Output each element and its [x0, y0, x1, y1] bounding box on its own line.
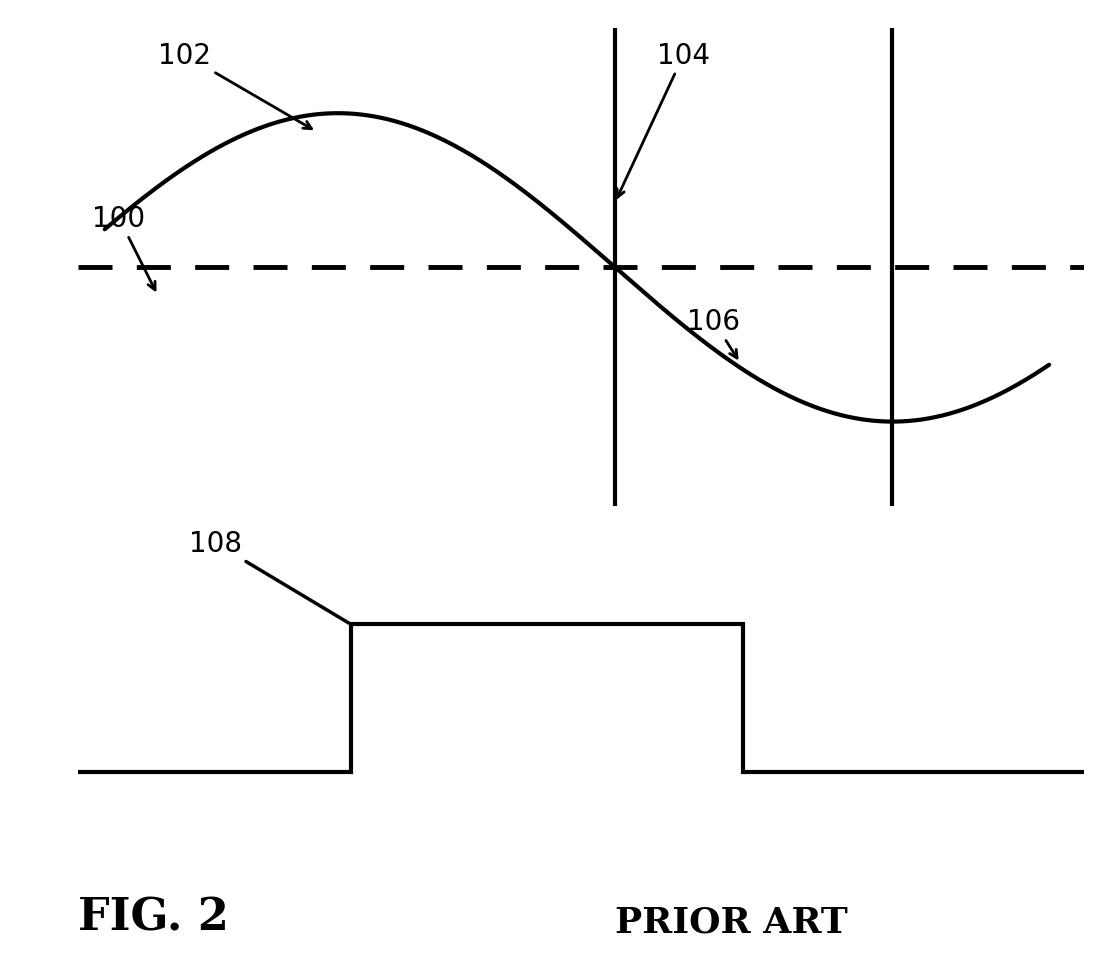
Text: 106: 106	[688, 308, 740, 359]
Text: PRIOR ART: PRIOR ART	[615, 905, 847, 939]
Text: 102: 102	[158, 41, 312, 130]
Text: 100: 100	[93, 204, 155, 290]
Text: 108: 108	[189, 530, 349, 623]
Text: FIG. 2: FIG. 2	[78, 896, 229, 939]
Text: 104: 104	[617, 41, 710, 199]
